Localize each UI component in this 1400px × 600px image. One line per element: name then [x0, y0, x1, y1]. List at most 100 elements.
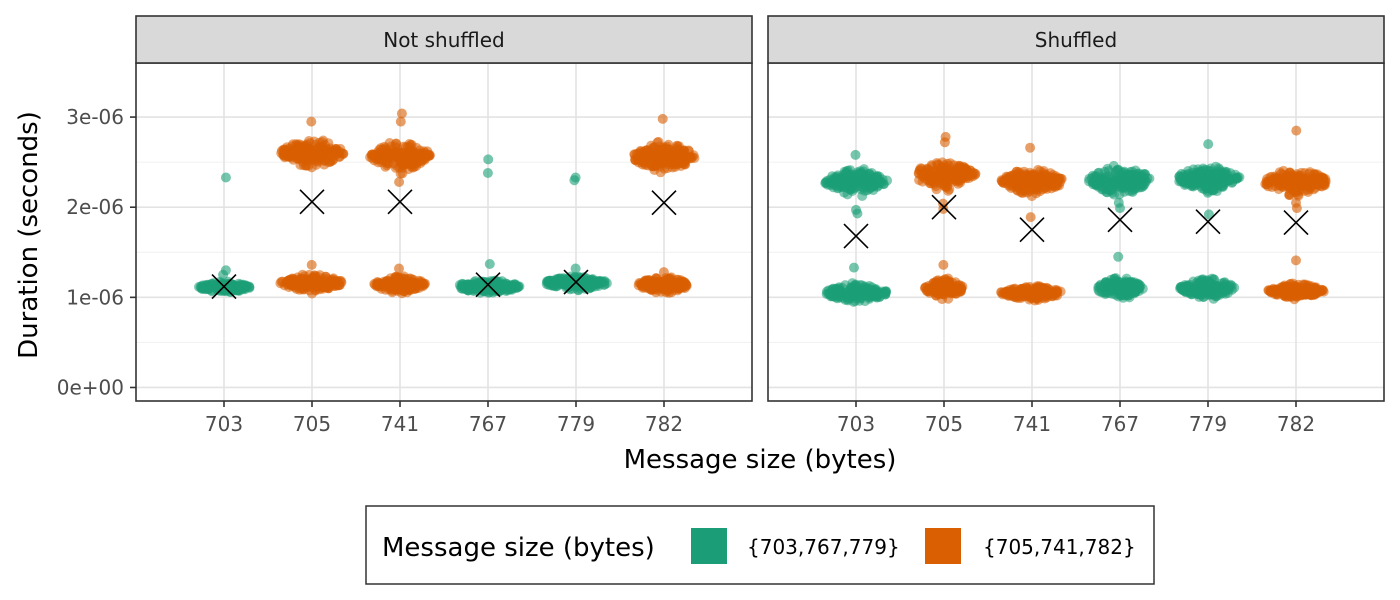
data-point: [1281, 171, 1292, 182]
data-point: [463, 285, 474, 296]
outlier-point: [938, 259, 949, 270]
data-point: [1288, 284, 1299, 295]
data-point: [411, 142, 422, 153]
outlier-point: [1291, 125, 1302, 136]
data-point: [1118, 182, 1129, 193]
data-point: [1109, 280, 1120, 290]
data-point: [934, 171, 945, 182]
data-point: [398, 147, 409, 158]
data-point: [323, 138, 334, 149]
data-point: [862, 177, 873, 187]
panel-background: [768, 63, 1384, 401]
data-point: [1270, 289, 1281, 300]
data-point: [1108, 160, 1119, 171]
outlier-point: [483, 154, 494, 165]
data-point: [1017, 179, 1028, 190]
data-point: [1019, 170, 1030, 181]
legend-box: [365, 505, 1155, 585]
data-point: [397, 158, 408, 169]
facet-strip-label: Not shuffled: [383, 28, 505, 52]
mean-marker: [1195, 209, 1221, 235]
data-point: [1209, 289, 1220, 299]
data-point: [199, 280, 210, 291]
data-point: [878, 179, 889, 190]
data-point: [369, 278, 380, 289]
data-point: [672, 281, 683, 292]
outlier-point: [1113, 251, 1124, 262]
outlier-point: [658, 267, 669, 278]
panel-background: [136, 63, 752, 401]
facet-strip-label: Shuffled: [1035, 28, 1117, 52]
data-point: [411, 280, 422, 290]
outlier-point: [394, 263, 404, 274]
data-point: [591, 276, 602, 287]
data-point: [1093, 167, 1104, 178]
outlier-point: [218, 269, 229, 280]
data-point: [498, 280, 508, 290]
data-point: [671, 143, 682, 154]
data-point: [1100, 289, 1111, 300]
x-axis-title: Message size (bytes): [624, 445, 897, 475]
point-group-705: [913, 131, 981, 305]
data-point: [861, 287, 872, 297]
outlier-point: [1291, 255, 1301, 266]
x-tick-label: 703: [205, 412, 243, 436]
outlier-point: [569, 175, 580, 186]
data-point: [1291, 169, 1302, 180]
data-point: [320, 271, 331, 282]
x-tick-label: 779: [1189, 412, 1227, 436]
mean-marker: [563, 269, 589, 295]
mean-marker: [387, 189, 413, 215]
data-point: [957, 171, 968, 182]
data-point: [1200, 169, 1211, 180]
x-tick-label: 767: [1101, 412, 1139, 436]
data-point: [870, 288, 881, 299]
x-tick-label: 779: [557, 412, 595, 436]
data-point: [546, 275, 557, 286]
data-point: [1029, 171, 1040, 181]
point-group-741: [996, 142, 1067, 306]
legend-key-703-767-779: [691, 528, 727, 564]
data-point: [487, 276, 498, 287]
data-point: [852, 285, 863, 296]
data-point: [1273, 174, 1284, 185]
outlier-point: [939, 137, 950, 148]
data-point: [1010, 169, 1021, 180]
data-point: [1084, 176, 1094, 187]
data-point: [633, 280, 644, 291]
outlier-point: [394, 177, 405, 187]
data-point: [657, 154, 668, 165]
data-point: [290, 146, 301, 157]
data-point: [1316, 284, 1327, 295]
y-tick-label: 0e+00: [57, 375, 124, 399]
data-point: [641, 145, 652, 156]
outlier-point: [1202, 187, 1213, 198]
data-point: [581, 276, 592, 287]
data-point: [640, 154, 651, 165]
data-point: [1106, 183, 1117, 194]
mean-marker: [843, 223, 869, 249]
x-tick-label: 705: [925, 412, 963, 436]
mean-marker: [299, 189, 325, 215]
data-point: [1122, 281, 1133, 292]
y-tick-label: 1e-06: [66, 285, 124, 309]
data-point: [1042, 181, 1053, 192]
data-point: [378, 276, 389, 287]
legend-label-703-767-779: {703,767,779}: [747, 535, 900, 559]
outlier-point: [1025, 212, 1036, 223]
data-point: [1131, 169, 1141, 180]
x-tick-label: 741: [381, 412, 419, 436]
data-point: [682, 152, 693, 163]
x-tick-label: 705: [293, 412, 331, 436]
data-point: [334, 146, 345, 157]
data-point: [336, 276, 346, 286]
data-point: [1181, 282, 1192, 293]
outlier-point: [850, 149, 861, 160]
data-point: [1223, 281, 1234, 292]
data-point: [828, 284, 838, 295]
facet-strip: [135, 15, 753, 64]
data-point: [1201, 285, 1212, 296]
outlier-point: [1115, 203, 1125, 214]
data-point: [661, 277, 671, 288]
point-group-782: [629, 113, 700, 298]
